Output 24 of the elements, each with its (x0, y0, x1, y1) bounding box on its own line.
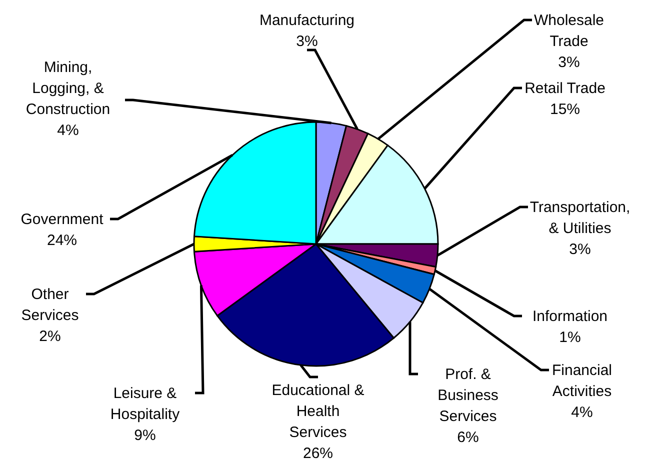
slice-label: Other Services (21, 286, 79, 324)
slice-label: Manufacturing (259, 12, 355, 29)
slice-label: Mining, Logging, & Construction (26, 59, 110, 118)
slice-label: Transportation, & Utilities (530, 199, 630, 237)
data-label: 9% (134, 427, 156, 444)
data-label: 26% (302, 445, 334, 462)
slice-label: Educational & Health Services (272, 382, 364, 441)
data-label: 3% (558, 54, 580, 71)
data-label: 24% (46, 232, 78, 249)
data-label: 15% (550, 101, 580, 118)
data-label: 3% (296, 33, 318, 50)
slice-label: Information (532, 308, 608, 325)
data-label: 6% (457, 429, 479, 446)
slice-label: Leisure & Hospitality (110, 385, 180, 423)
slice-label: Wholesale Trade (534, 12, 604, 50)
data-label: 3% (569, 241, 591, 258)
slice-label: Retail Trade (524, 80, 606, 97)
data-label: 4% (57, 122, 79, 139)
data-label: 2% (39, 328, 61, 345)
slice-label: Financial Activities (552, 362, 612, 400)
data-label: 1% (559, 329, 581, 346)
slice-label: Government (20, 211, 104, 228)
data-label: 4% (571, 404, 593, 421)
slice-label: Prof. & Business Services (438, 366, 498, 425)
